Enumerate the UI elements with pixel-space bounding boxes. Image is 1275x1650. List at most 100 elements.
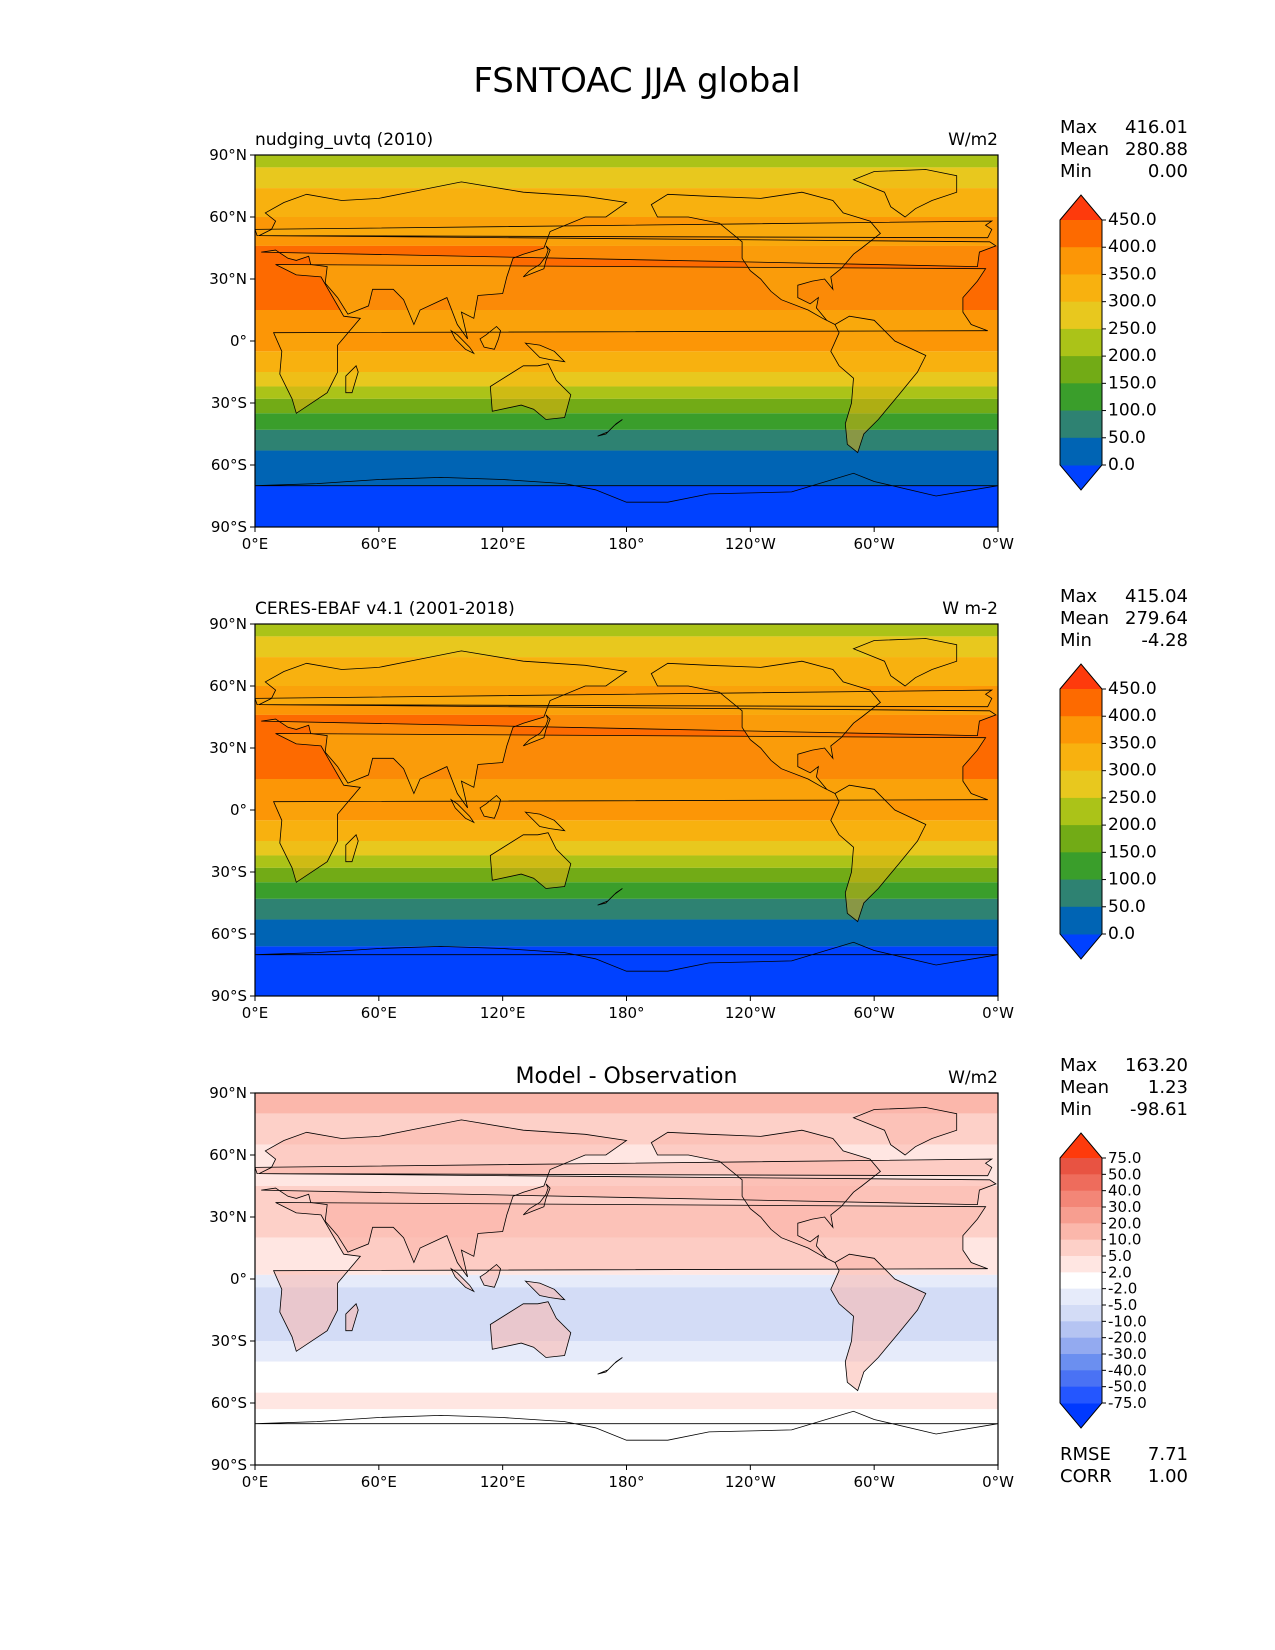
stat-label-mean: Mean	[1060, 1077, 1109, 1098]
colorbar-segment	[1060, 1354, 1102, 1371]
panel-units: W/m2	[948, 130, 998, 150]
figure-title: FSNTOAC JJA global	[473, 61, 800, 101]
stat-value-min: -4.28	[1141, 630, 1188, 651]
colorbar-level-label: 200.0	[1108, 815, 1157, 835]
lon-tick-label: 120°W	[725, 535, 776, 553]
land-newguinea	[525, 812, 565, 831]
field-band	[255, 155, 998, 168]
colorbar-segment	[1060, 383, 1102, 412]
coastline-japan	[523, 1183, 551, 1216]
lat-tick-label: 30°N	[209, 1208, 247, 1226]
coastline-madagascar	[345, 834, 359, 863]
land-sumatra	[451, 1268, 474, 1292]
lon-tick-label: 0°W	[982, 535, 1014, 553]
coastline-japan	[523, 245, 551, 278]
colorbar-extend-bottom	[1060, 1403, 1102, 1428]
stat-label-max: Max	[1060, 117, 1098, 138]
field-band	[255, 485, 998, 527]
land-namerica	[651, 661, 881, 794]
field-band	[255, 351, 998, 372]
land-samerica	[830, 1254, 926, 1391]
colorbar-level-label: -5.0	[1108, 1296, 1137, 1314]
colorbar-extend-bottom	[1060, 465, 1102, 490]
coastline-sumatra	[450, 798, 475, 824]
coastline-greenland	[852, 169, 958, 218]
field-band	[255, 624, 998, 637]
colorbar: 75.050.040.030.020.010.05.02.0-2.0-5.0-1…	[1059, 1132, 1147, 1429]
colorbar-segment	[1060, 437, 1102, 466]
field-band	[255, 898, 998, 920]
colorbar-segment	[1060, 1386, 1102, 1404]
field-band	[255, 714, 998, 779]
lat-tick-label: 90°N	[209, 615, 247, 633]
panel-title-left: nudging_uvtq (2010)	[255, 130, 433, 150]
coastline-uk	[255, 220, 994, 239]
coastline-nz	[597, 419, 623, 437]
stat-value-corr: 1.00	[1148, 1466, 1188, 1487]
colorbar-level-label: -2.0	[1108, 1280, 1137, 1298]
colorbar-level-label: 50.0	[1108, 1165, 1141, 1183]
stat-label-min: Min	[1060, 630, 1092, 651]
colorbar-segment	[1060, 247, 1102, 275]
colorbar-level-label: 300.0	[1108, 292, 1157, 312]
colorbar-level-label: 450.0	[1108, 210, 1157, 230]
coastline-sumatra	[450, 329, 475, 355]
land-eurasia	[259, 650, 996, 808]
coastline-antarctic	[255, 472, 998, 503]
coastline-eurasia	[258, 650, 997, 809]
colorbar-level-label: 150.0	[1108, 842, 1157, 862]
colorbar-level-label: -40.0	[1108, 1361, 1147, 1379]
colorbar-level-label: -75.0	[1108, 1394, 1147, 1412]
panel-3: 90°N 60°N 30°N 0° 30°S 60°S 90°S0°E 60°E 120°E 18…	[209, 1055, 1188, 1491]
lat-tick-label: 90°S	[211, 518, 247, 536]
coastline-newguinea	[524, 342, 566, 363]
land-samerica	[830, 785, 926, 922]
field-band	[255, 413, 998, 430]
colorbar: 450.0 400.0 350.0 300.0 250.0 200.0 150.0 100.0…	[1059, 194, 1157, 491]
panel-2: 90°N 60°N 30°N 0° 30°S 60°S 90°S0°E 60°E 120°E 18…	[209, 586, 1188, 1022]
field-band	[255, 386, 998, 399]
lat-tick-label: 60°S	[211, 925, 247, 943]
colorbar-level-label: 0.0	[1108, 455, 1135, 475]
colorbar-level-label: 250.0	[1108, 788, 1157, 808]
lat-tick-label: 30°N	[209, 739, 247, 757]
map-field	[255, 624, 998, 996]
colorbar-segment	[1060, 1288, 1102, 1306]
land-eurasia	[259, 1119, 996, 1277]
map-field	[255, 155, 998, 527]
panel-units: W m-2	[942, 599, 998, 619]
field-band	[255, 429, 998, 451]
colorbar-segment	[1060, 743, 1102, 772]
land-greenland	[853, 169, 957, 217]
field-band	[255, 1093, 998, 1114]
lon-tick-label: 180°	[608, 535, 644, 553]
coastline-namerica	[650, 660, 881, 794]
lon-tick-label: 60°E	[361, 535, 397, 553]
coastline-madagascar	[345, 1303, 359, 1332]
colorbar-level-label: 50.0	[1108, 428, 1146, 448]
colorbar-segment	[1060, 1207, 1102, 1224]
lat-tick-label: 90°S	[211, 1456, 247, 1474]
colorbar-extend-bottom	[1060, 934, 1102, 959]
land-sumatra	[451, 330, 474, 354]
coastline-uk	[255, 1158, 994, 1177]
land-newguinea	[525, 1281, 565, 1300]
colorbar-segment	[1060, 689, 1102, 717]
colorbar-segment	[1060, 328, 1102, 357]
land-madagascar	[345, 365, 359, 393]
coastline-japan	[523, 714, 551, 747]
land-australia	[490, 832, 571, 889]
colorbar-segment	[1060, 1223, 1102, 1241]
coastline-greenland	[852, 1107, 958, 1156]
colorbar-level-label: 75.0	[1108, 1149, 1141, 1167]
coastline-borneo	[479, 794, 502, 819]
field-band	[255, 1423, 998, 1465]
colorbar-level-label: 10.0	[1108, 1231, 1141, 1249]
colorbar-level-label: -10.0	[1108, 1312, 1147, 1330]
colorbar-level-label: 350.0	[1108, 733, 1157, 753]
lon-tick-label: 0°E	[242, 1004, 269, 1022]
colorbar-level-label: 300.0	[1108, 761, 1157, 781]
field-band	[255, 636, 998, 658]
lat-tick-label: 0°	[230, 332, 247, 350]
colorbar-segment	[1060, 1272, 1102, 1290]
